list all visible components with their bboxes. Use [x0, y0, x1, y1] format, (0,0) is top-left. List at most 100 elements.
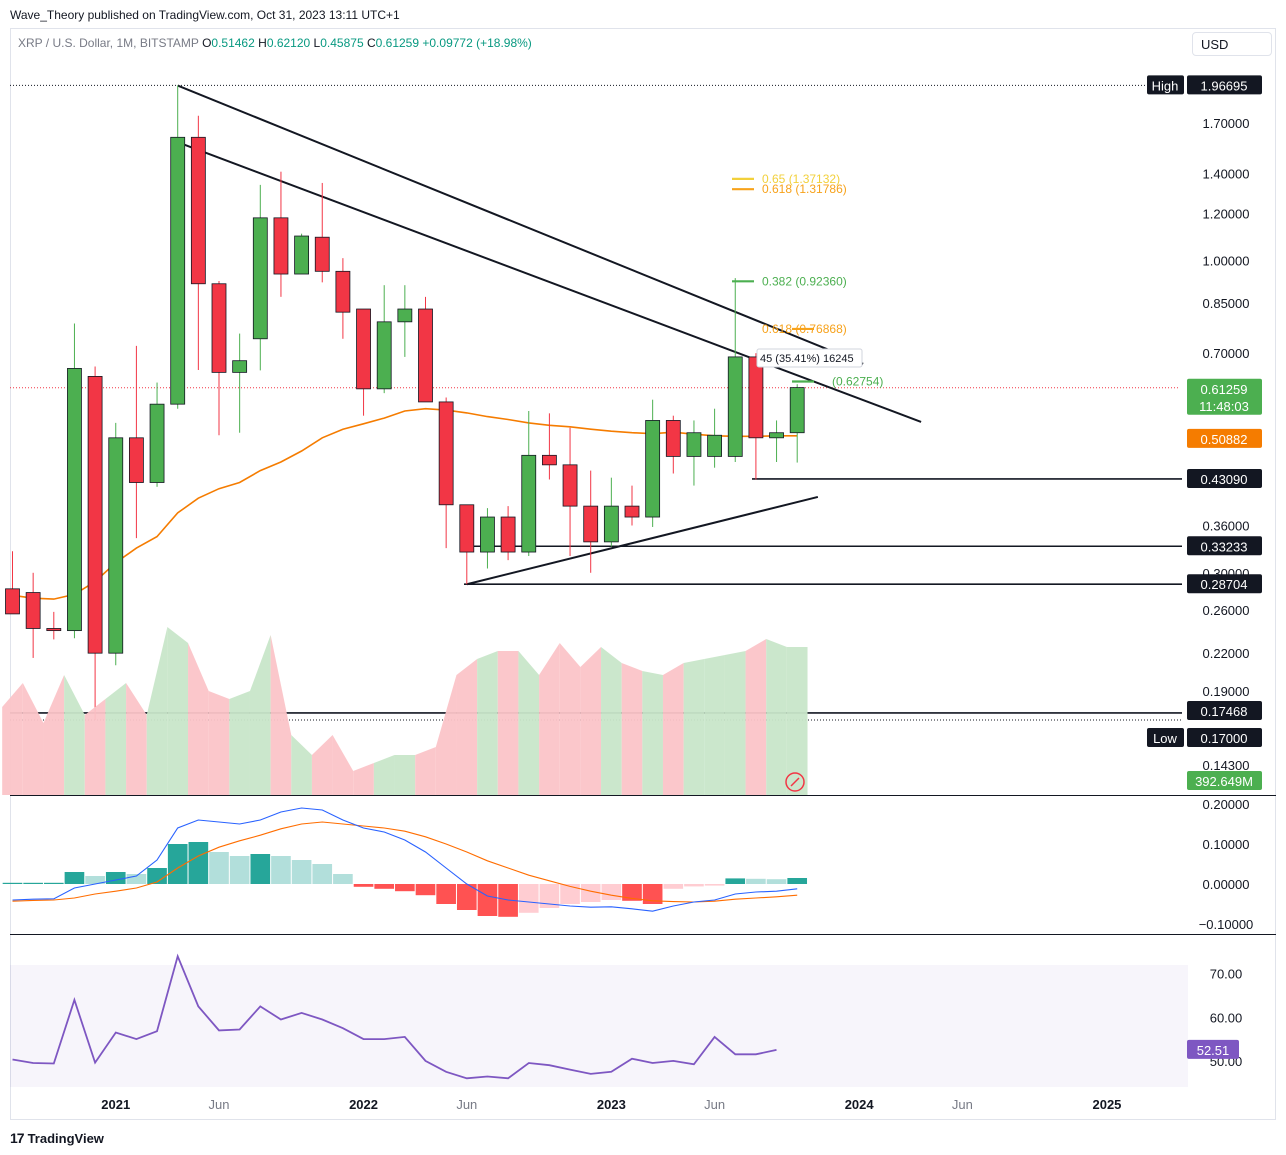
macd-histogram-bar [787, 878, 808, 884]
macd-histogram-bar [560, 884, 580, 904]
candle-body [67, 368, 82, 632]
macd-histogram-bar [291, 860, 312, 884]
candle [149, 382, 165, 487]
level-price-2-badge [1187, 536, 1262, 556]
macd-histogram-bar [766, 879, 787, 884]
candle [232, 333, 248, 433]
candle-body [727, 356, 743, 457]
candle-body [562, 464, 578, 507]
candle [789, 384, 805, 463]
macd-histogram-bar [167, 844, 188, 884]
volume-bar [518, 651, 540, 795]
price-tick-label: 0.36000 [1203, 519, 1250, 534]
high-price-tag: High [1152, 78, 1179, 93]
macd-histogram-bar [271, 856, 291, 884]
macd-histogram-bar [684, 884, 704, 887]
current-price-badge [1187, 378, 1262, 415]
volume-bar [188, 643, 209, 795]
volume-bar [580, 647, 602, 795]
macd-histogram-bar [85, 876, 105, 884]
candle [459, 504, 475, 585]
volume-bar [22, 683, 44, 795]
macd-histogram-bar [353, 884, 374, 887]
candle [211, 280, 227, 436]
candle [5, 551, 20, 615]
candle [335, 258, 351, 339]
currency-selector[interactable]: USD [1192, 32, 1272, 56]
low-key: L [313, 36, 321, 50]
volume-bar [64, 675, 85, 795]
volume-bar [642, 671, 663, 795]
candle-body [87, 376, 103, 654]
price-tick-label: 0.19000 [1203, 684, 1250, 699]
candle [25, 572, 41, 658]
trendline [177, 84, 864, 365]
macd-histogram-bar [23, 882, 43, 884]
level-price-1-value: 0.43090 [1201, 472, 1248, 487]
low-value: 0.45875 [320, 36, 364, 50]
rsi-current-value: 52.51 [1197, 1043, 1230, 1058]
candle-body [789, 387, 805, 434]
volume-bar [539, 643, 560, 795]
replay-icon-mark [790, 777, 800, 787]
macd-tick-label: 0.00000 [1203, 877, 1250, 892]
ma-price-badge [1187, 428, 1262, 448]
candle-body [418, 308, 433, 403]
candle-body [232, 360, 248, 373]
macd-histogram-bar [312, 864, 333, 884]
volume-bar [311, 735, 333, 795]
high-price-badge [1187, 75, 1262, 95]
candle-body [624, 505, 640, 518]
fib-level-label: (0.62754) [832, 375, 883, 389]
time-tick-label: 2023 [597, 1097, 626, 1112]
macd-histogram-bar [580, 884, 601, 902]
current-price-countdown: 11:48:03 [1199, 399, 1249, 414]
time-tick-label: 2021 [101, 1097, 130, 1112]
macd-histogram-bar [188, 842, 209, 884]
volume-bar [2, 683, 23, 795]
candle [727, 278, 743, 463]
macd-histogram-bar [64, 872, 85, 884]
candle-body [583, 505, 599, 543]
candle [707, 408, 722, 468]
macd-histogram-bar [622, 884, 642, 901]
price-tick-label: 0.14300 [1203, 758, 1250, 773]
candle [480, 508, 495, 569]
candle-body [542, 454, 557, 466]
candle-body [769, 432, 784, 439]
macd-tick-label: 0.20000 [1203, 797, 1250, 812]
macd-histogram-bar [374, 884, 395, 889]
time-tick-label: 2022 [349, 1097, 378, 1112]
candle-body [521, 454, 537, 553]
candle [273, 171, 289, 297]
fib-level-label: 0.618 (0.76868) [762, 322, 847, 336]
volume-value: 392.649M [1195, 774, 1253, 789]
candle-body [149, 403, 165, 483]
candle-body [376, 321, 392, 390]
time-tick-label: Jun [209, 1097, 230, 1112]
macd-histogram-bar [725, 878, 746, 884]
volume-bar [373, 755, 395, 795]
macd-histogram-bar [395, 884, 415, 892]
volume-bar [167, 627, 189, 795]
high-price-value: 1.96695 [1201, 78, 1248, 93]
volume-bar [353, 763, 374, 795]
candle-body [335, 270, 351, 313]
candle [252, 184, 268, 371]
candle [128, 345, 144, 539]
candle [521, 411, 537, 557]
volume-bar [394, 755, 416, 795]
price-tick-label: 0.70000 [1203, 346, 1250, 361]
trendline [466, 495, 819, 586]
volume-bar [332, 735, 354, 795]
candle [686, 420, 702, 486]
symbol-title[interactable]: XRP / U.S. Dollar, 1M, BITSTAMP [18, 36, 199, 50]
macd-histogram-bar [456, 884, 477, 910]
volume-bar [497, 651, 519, 795]
candle-body [397, 308, 413, 323]
time-tick-label: Jun [704, 1097, 725, 1112]
price-tick-label: 1.20000 [1203, 206, 1250, 221]
macd-histogram-bar [229, 856, 250, 884]
macd-histogram-bar [250, 854, 271, 884]
